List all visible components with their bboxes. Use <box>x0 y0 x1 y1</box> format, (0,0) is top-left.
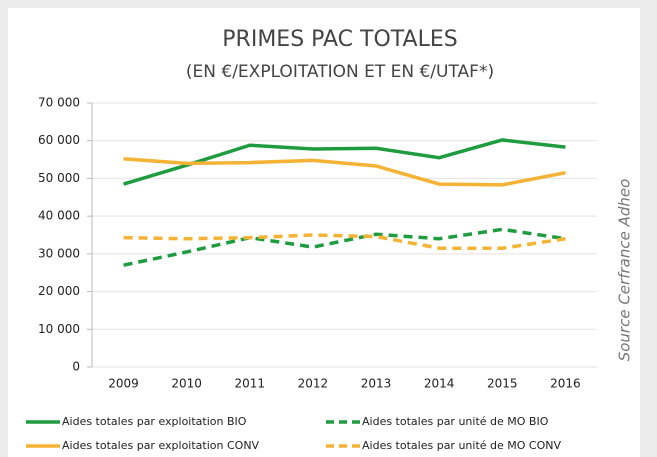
source: Source Cerfrance Adheo <box>616 179 634 362</box>
legend-label: Aides totales par unité de MO BIO <box>362 415 549 428</box>
y-tick-label: 0 <box>72 360 80 374</box>
y-tick-label: 70 000 <box>38 96 80 110</box>
x-tick-label: 2015 <box>487 377 518 391</box>
x-tick-label: 2013 <box>361 377 392 391</box>
y-tick-label: 20 000 <box>38 284 80 298</box>
chart-subtitle: (EN €/EXPLOITATION ET EN €/UTAF*) <box>186 62 494 82</box>
legend-label: Aides totales par unité de MO CONV <box>362 439 561 452</box>
x-tick-label: 2016 <box>550 377 581 391</box>
y-tick-label: 50 000 <box>38 171 80 185</box>
legend-label: Aides totales par exploitation CONV <box>62 439 260 452</box>
y-tick-label: 30 000 <box>38 246 80 260</box>
chart-title: PRIMES PAC TOTALES <box>222 27 457 52</box>
x-tick-label: 2011 <box>235 377 266 391</box>
x-tick-label: 2012 <box>298 377 329 391</box>
legend-label: Aides totales par exploitation BIO <box>62 415 247 428</box>
series-line <box>123 157 566 187</box>
y-tick-label: 40 000 <box>38 209 80 223</box>
x-tick-label: 2009 <box>108 377 139 391</box>
x-tick-label: 2014 <box>424 377 455 391</box>
x-tick-label: 2010 <box>171 377 202 391</box>
series-line <box>123 227 566 267</box>
y-tick-label: 10 000 <box>38 322 80 336</box>
y-tick-label: 60 000 <box>38 133 80 147</box>
card <box>8 8 640 457</box>
